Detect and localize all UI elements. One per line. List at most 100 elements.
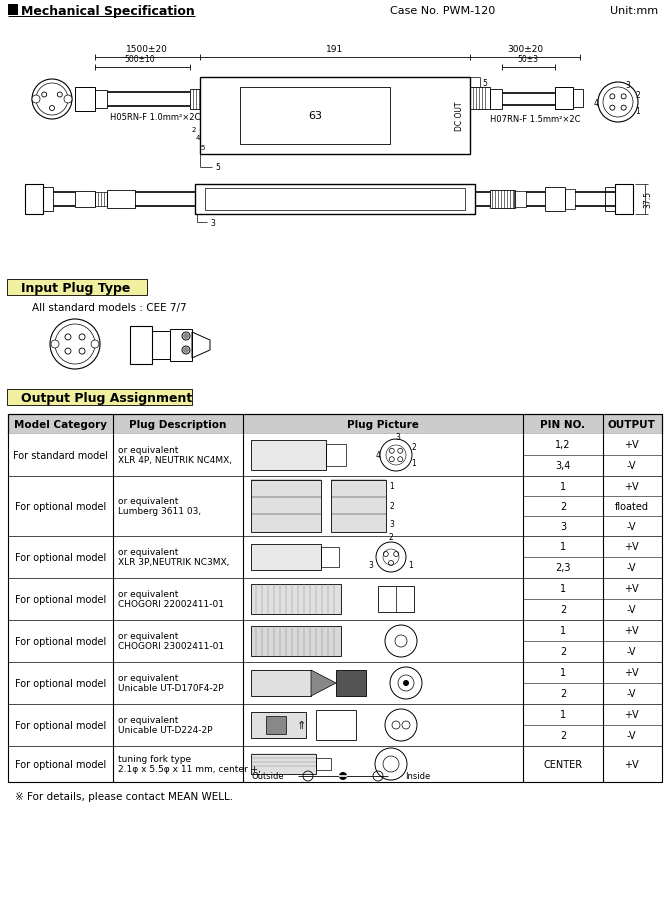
Text: 1: 1	[389, 482, 394, 491]
Text: +V: +V	[624, 481, 639, 491]
Text: 3: 3	[395, 433, 401, 442]
Text: 5: 5	[200, 144, 204, 151]
Bar	[75, 88, 95, 112]
Text: 2: 2	[192, 126, 196, 133]
Text: -V: -V	[626, 563, 636, 573]
Text: or equivalent: or equivalent	[118, 716, 178, 725]
Bar	[490, 90, 502, 110]
Text: Input Plug Type: Input Plug Type	[21, 282, 131, 295]
Text: 5: 5	[482, 79, 487, 88]
Text: For optional model: For optional model	[15, 721, 106, 731]
Bar	[266, 716, 286, 734]
Text: Plug Picture: Plug Picture	[347, 420, 419, 430]
Bar	[378, 586, 414, 612]
Text: 300±20: 300±20	[507, 45, 543, 54]
Bar	[152, 331, 170, 359]
Text: For optional model: For optional model	[15, 678, 106, 688]
Text: 3: 3	[560, 521, 566, 531]
Bar	[7, 280, 147, 295]
Text: Outside: Outside	[252, 772, 284, 780]
Text: 2: 2	[560, 647, 566, 656]
Bar	[240, 88, 390, 144]
Text: 1: 1	[560, 481, 566, 491]
Text: Mechanical Specification: Mechanical Specification	[21, 5, 195, 17]
Text: Case No. PWM-120: Case No. PWM-120	[390, 6, 495, 16]
Bar	[605, 188, 615, 212]
Text: 3: 3	[210, 219, 215, 228]
Bar	[8, 392, 18, 403]
Bar	[107, 191, 135, 209]
Bar	[316, 759, 331, 770]
Bar	[195, 185, 475, 215]
Text: 37.5: 37.5	[643, 191, 653, 209]
Text: 2: 2	[560, 605, 566, 615]
Text: 2: 2	[411, 443, 416, 452]
Text: 1,2: 1,2	[555, 440, 571, 450]
Text: XLR 3P,NEUTRIK NC3MX,: XLR 3P,NEUTRIK NC3MX,	[118, 558, 229, 567]
Text: 4: 4	[196, 135, 200, 141]
Text: +V: +V	[624, 626, 639, 636]
Bar	[251, 627, 341, 656]
Text: 2: 2	[389, 533, 393, 542]
Text: 4: 4	[376, 451, 381, 460]
Bar	[8, 282, 18, 293]
Text: 1: 1	[560, 542, 566, 552]
Text: H05RN-F 1.0mm²×2C: H05RN-F 1.0mm²×2C	[110, 114, 200, 123]
Bar	[470, 88, 490, 110]
Circle shape	[32, 96, 40, 104]
Text: 500±10: 500±10	[125, 55, 155, 64]
Bar	[95, 192, 107, 207]
Text: 50±3: 50±3	[517, 55, 539, 64]
Text: Unit:mm: Unit:mm	[610, 6, 658, 16]
Text: Unicable UT-D224-2P: Unicable UT-D224-2P	[118, 726, 212, 735]
Text: 1500±20: 1500±20	[126, 45, 168, 54]
Text: 1: 1	[560, 710, 566, 720]
Text: 1: 1	[560, 667, 566, 678]
Bar	[8, 434, 662, 477]
Text: Inside: Inside	[405, 772, 431, 780]
Bar	[130, 327, 152, 365]
Bar	[555, 88, 573, 110]
Bar	[326, 444, 346, 467]
Bar	[75, 191, 95, 208]
Text: 3: 3	[389, 520, 394, 529]
Text: ⇑: ⇑	[296, 721, 306, 731]
Bar	[8, 477, 662, 536]
Text: XLR 4P, NEUTRIK NC4MX,: XLR 4P, NEUTRIK NC4MX,	[118, 456, 232, 465]
Text: 2,3: 2,3	[555, 563, 571, 573]
Text: For optional model: For optional model	[15, 501, 106, 511]
Text: Output Plug Assignment: Output Plug Assignment	[21, 392, 192, 405]
Text: For standard model: For standard model	[13, 451, 108, 461]
Text: -V: -V	[626, 521, 636, 531]
Text: +V: +V	[624, 440, 639, 450]
Bar	[514, 191, 526, 208]
Text: or equivalent: or equivalent	[118, 446, 178, 455]
Bar	[43, 188, 53, 212]
Text: +V: +V	[624, 710, 639, 720]
Bar	[205, 189, 465, 210]
Text: 2: 2	[560, 731, 566, 740]
Bar	[8, 704, 662, 746]
Polygon shape	[311, 670, 336, 696]
Bar	[8, 414, 662, 782]
Bar	[251, 670, 311, 696]
Text: H07RN-F 1.5mm²×2C: H07RN-F 1.5mm²×2C	[490, 116, 580, 125]
Text: or equivalent: or equivalent	[118, 590, 178, 599]
Text: Lumberg 3611 03,: Lumberg 3611 03,	[118, 507, 201, 516]
Bar	[8, 5, 18, 16]
Bar	[7, 389, 192, 405]
Bar	[251, 754, 316, 774]
Text: -V: -V	[626, 689, 636, 699]
Text: or equivalent: or equivalent	[118, 497, 178, 506]
Bar	[251, 712, 306, 738]
Bar	[316, 711, 356, 740]
Text: 2: 2	[560, 689, 566, 699]
Text: PIN NO.: PIN NO.	[541, 420, 586, 430]
Text: 1: 1	[411, 459, 416, 468]
Bar	[8, 620, 662, 662]
Circle shape	[64, 96, 72, 104]
Text: 3: 3	[626, 80, 630, 89]
Bar	[8, 746, 662, 782]
Text: 5: 5	[215, 163, 220, 172]
Text: DC OUT: DC OUT	[456, 101, 464, 131]
